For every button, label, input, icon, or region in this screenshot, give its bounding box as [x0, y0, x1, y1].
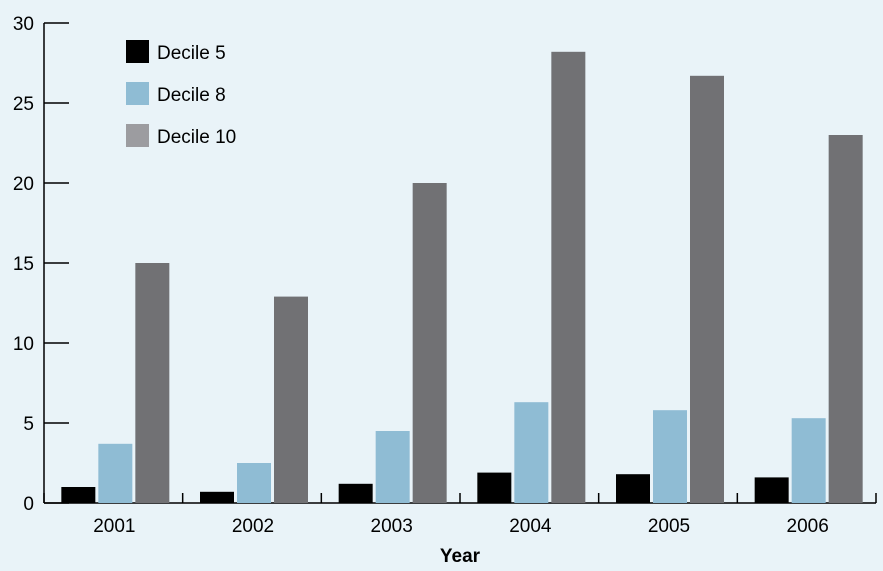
- x-tick-label: 2001: [93, 516, 135, 537]
- x-tick-label: 2006: [787, 516, 829, 537]
- x-tick-label: 2005: [648, 516, 690, 537]
- bar: [791, 418, 826, 503]
- bar: [653, 410, 687, 503]
- bar: [551, 51, 586, 504]
- x-tick-label: 2002: [232, 516, 274, 537]
- bar: [237, 463, 271, 503]
- bar: [98, 443, 133, 503]
- bar: [514, 402, 549, 503]
- bar: [828, 135, 863, 503]
- bar: [690, 75, 724, 504]
- legend-swatch: [126, 124, 149, 147]
- bar: [274, 296, 308, 503]
- y-axis: 0 5 10 15 20 25 30: [13, 14, 69, 515]
- bar: [754, 477, 789, 503]
- bar: [412, 183, 447, 503]
- bar: [338, 483, 373, 503]
- legend-label: Decile 10: [157, 127, 236, 148]
- x-axis: 2001 2002 2003 2004 2005 2006: [43, 493, 877, 537]
- bar: [61, 487, 96, 503]
- x-axis-title: Year: [440, 546, 481, 566]
- bar: [477, 472, 512, 503]
- bars: [61, 51, 863, 504]
- y-tick-label: 5: [23, 414, 34, 435]
- x-tick-label: 2004: [509, 516, 552, 537]
- y-tick-label: 0: [23, 494, 34, 515]
- legend-label: Decile 8: [157, 85, 226, 106]
- bar: [200, 491, 234, 503]
- bar: [135, 263, 170, 503]
- legend-swatch: [126, 40, 149, 63]
- legend: Decile 5 Decile 8 Decile 10: [126, 40, 236, 148]
- legend-swatch: [126, 82, 149, 105]
- bar: [616, 474, 650, 503]
- y-tick-label: 10: [13, 334, 34, 355]
- y-tick-label: 30: [13, 14, 34, 35]
- x-tick-label: 2003: [371, 516, 413, 537]
- y-tick-label: 15: [13, 254, 34, 275]
- bar: [375, 431, 410, 503]
- y-tick-label: 20: [13, 174, 34, 195]
- y-tick-label: 25: [13, 94, 34, 115]
- legend-label: Decile 5: [157, 43, 226, 64]
